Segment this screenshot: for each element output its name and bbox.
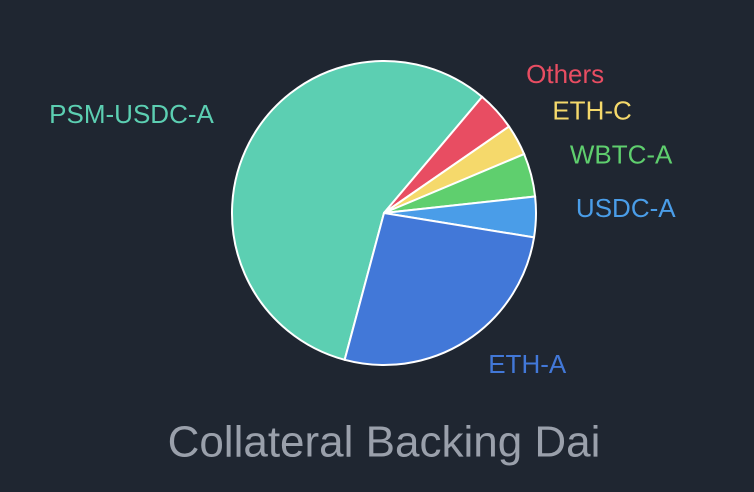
slice-label: ETH-C — [552, 96, 631, 126]
pie-slice — [231, 60, 484, 362]
slice-label: USDC-A — [576, 193, 676, 223]
slice-label: PSM-USDC-A — [49, 99, 214, 129]
slice-label: ETH-A — [488, 349, 567, 379]
pie-slice — [343, 211, 536, 366]
chart-title: Collateral Backing Dai — [168, 418, 601, 467]
slice-label: WBTC-A — [570, 140, 673, 170]
slice-label: Others — [526, 59, 604, 89]
